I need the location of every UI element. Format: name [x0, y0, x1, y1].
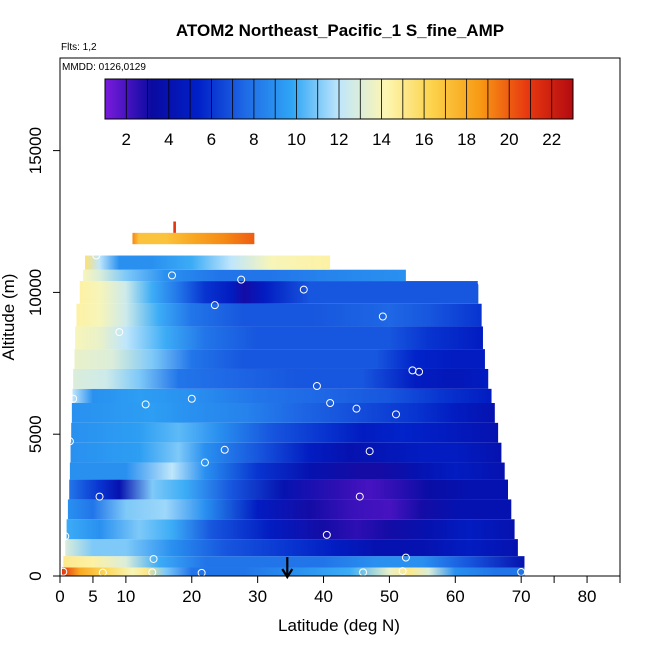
flight-point — [69, 394, 78, 403]
y-tick-label: 10000 — [26, 269, 45, 316]
flight-point — [65, 437, 74, 446]
flight-point — [378, 312, 387, 321]
flight-point — [149, 554, 158, 563]
heatmap-row — [63, 556, 525, 568]
flight-point — [299, 285, 308, 294]
heatmap-row — [75, 326, 483, 350]
colorbar-tick-label: 20 — [500, 130, 519, 149]
colorbar-tick-label: 22 — [542, 130, 561, 149]
colorbar-tick-label: 14 — [372, 130, 391, 149]
heatmap-row — [74, 349, 485, 369]
flight-point — [326, 399, 335, 408]
heatmap-row — [71, 422, 499, 443]
flight-point — [415, 367, 424, 376]
flight-point — [115, 328, 124, 337]
flight-point — [95, 492, 104, 501]
x-tick-label: 50 — [380, 587, 399, 606]
heatmap-row — [71, 403, 495, 423]
heatmap-row — [69, 479, 509, 500]
heatmap-row — [67, 499, 512, 520]
flight-point — [92, 251, 101, 260]
x-tick-label: 0 — [55, 587, 64, 606]
x-tick-label: 70 — [512, 587, 531, 606]
colorbar-tick-label: 18 — [457, 130, 476, 149]
x-tick-label: 10 — [116, 587, 135, 606]
colorbar-ticks: 2 4 6 8 10 12 14 16 18 20 22 — [122, 130, 562, 149]
flight-point — [322, 530, 331, 539]
flight-point — [355, 492, 364, 501]
x-tick-label: 60 — [446, 587, 465, 606]
heatmap-row — [66, 519, 515, 540]
flight-point — [398, 567, 407, 576]
x-tick-label: 30 — [248, 587, 267, 606]
flight-point — [141, 400, 150, 409]
x-axis-label: Latitude (deg N) — [278, 616, 400, 635]
x-tick-label: 20 — [182, 587, 201, 606]
flight-point — [401, 553, 410, 562]
y-tick-label: 5000 — [26, 415, 45, 453]
heatmap-row — [173, 221, 176, 233]
flight-point — [365, 447, 374, 456]
colorbar-tick-label: 6 — [207, 130, 216, 149]
x-tick-label: 5 — [88, 587, 97, 606]
dates-note: MMDD: 0126,0129 — [62, 62, 146, 73]
flight-point — [220, 445, 229, 454]
heatmap-row — [85, 255, 331, 270]
chart-title: ATOM2 Northeast_Pacific_1 S_fine_AMP — [176, 21, 504, 40]
latitude-marker-arrow — [281, 557, 294, 580]
flight-point — [312, 381, 321, 390]
flight-point — [210, 301, 219, 310]
x-axis: 0 5 10 20 30 40 50 60 70 80 — [55, 575, 621, 606]
colorbar-tick-label: 10 — [287, 130, 306, 149]
heatmap-row — [132, 232, 255, 245]
heatmap-row — [83, 269, 406, 282]
x-tick-label: 40 — [314, 587, 333, 606]
flight-point — [237, 275, 246, 284]
colorbar-tick-label: 2 — [122, 130, 131, 149]
heatmap-row — [76, 303, 482, 327]
colorbar — [104, 78, 574, 120]
y-tick-label: 15000 — [26, 127, 45, 174]
heatmap-row — [79, 281, 479, 304]
heatmap-row — [72, 388, 492, 404]
colorbar-tick-label: 4 — [164, 130, 173, 149]
arrow-head — [281, 568, 294, 580]
flight-point — [392, 410, 400, 419]
flight-point — [61, 532, 70, 541]
heatmap-row — [65, 539, 518, 557]
y-axis: 0 5000 10000 15000 — [26, 127, 60, 581]
colorbar-tick-label: 12 — [330, 130, 349, 149]
heatmap-row — [69, 462, 505, 480]
heatmap-row — [73, 368, 489, 389]
flight-point — [187, 394, 196, 403]
heatmap-row — [61, 567, 525, 576]
flight-point — [477, 278, 486, 287]
x-tick-label: 80 — [578, 587, 597, 606]
flight-point — [168, 271, 176, 280]
y-axis-label: Altitude (m) — [0, 274, 18, 361]
flight-point — [352, 404, 361, 413]
y-tick-label: 0 — [26, 571, 45, 580]
heatmap-rows — [61, 221, 525, 576]
flight-point — [200, 458, 209, 467]
colorbar-tick-label: 8 — [249, 130, 258, 149]
heatmap-row — [70, 442, 502, 463]
flights-note: Flts: 1,2 — [61, 42, 97, 53]
colorbar-tick-label: 16 — [415, 130, 434, 149]
